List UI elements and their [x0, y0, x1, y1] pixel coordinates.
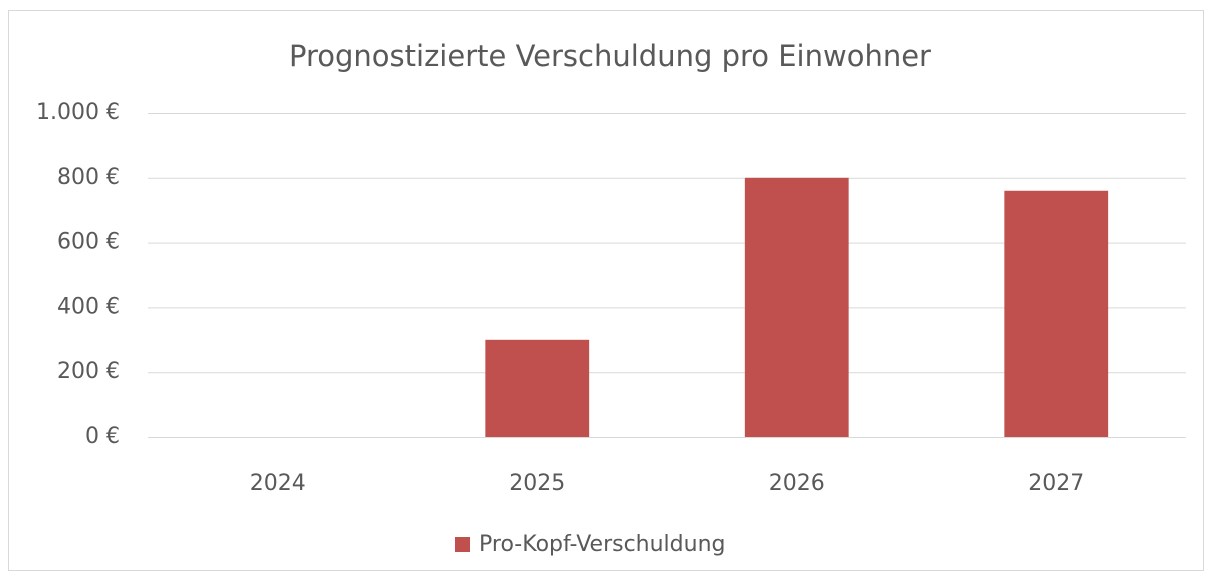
x-tick-label: 2024 [250, 471, 306, 496]
bar [485, 339, 590, 437]
y-tick-label: 800 € [57, 165, 120, 190]
legend-swatch [455, 537, 470, 552]
y-tick-label: 400 € [57, 294, 120, 319]
legend-label: Pro-Kopf-Verschuldung [479, 532, 726, 557]
chart-border [8, 10, 1204, 571]
y-tick-label: 200 € [57, 359, 120, 384]
x-tick-label: 2027 [1028, 471, 1084, 496]
x-tick-label: 2026 [769, 471, 825, 496]
bar [1004, 190, 1109, 437]
y-tick-label: 600 € [57, 230, 120, 255]
y-tick-label: 0 € [85, 424, 120, 449]
y-tick-label: 1.000 € [36, 100, 120, 125]
bar [744, 177, 849, 438]
x-tick-label: 2025 [509, 471, 565, 496]
chart-title: Prognostizierte Verschuldung pro Einwohn… [289, 39, 931, 73]
